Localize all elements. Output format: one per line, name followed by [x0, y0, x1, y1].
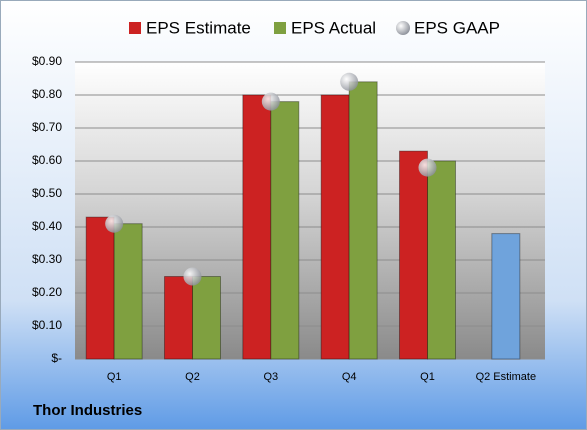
y-tick-label: $0.30 [32, 252, 62, 266]
bar [164, 276, 193, 360]
bar [270, 101, 300, 360]
bar [85, 216, 115, 360]
bar [113, 223, 143, 360]
y-tick-label: $0.90 [32, 54, 62, 68]
y-tick-label: $0.80 [32, 87, 62, 101]
bar [491, 233, 521, 360]
y-tick-label: $0.40 [32, 219, 62, 233]
bar [192, 276, 221, 360]
legend-label: EPS Estimate [146, 18, 251, 37]
x-tick-label: Q4 [342, 371, 357, 383]
legend-marker [274, 22, 286, 34]
x-tick-label: Q3 [263, 371, 278, 383]
plot-area [75, 62, 545, 359]
marker [183, 267, 202, 286]
y-tick-label: $- [51, 351, 62, 365]
marker [261, 92, 280, 111]
y-tick-label: $0.20 [32, 285, 62, 299]
x-tick-label: Q2 [185, 371, 200, 383]
y-tick-label: $0.70 [32, 120, 62, 134]
x-tick-label: Q1 [420, 371, 435, 383]
legend-marker [396, 21, 410, 35]
marker [105, 214, 124, 233]
bar [427, 160, 456, 360]
x-tick-label: Q1 [107, 371, 122, 383]
bar [348, 81, 378, 360]
legend-label: EPS Actual [291, 18, 376, 37]
y-tick-label: $0.50 [32, 186, 62, 200]
marker [418, 158, 437, 177]
x-tick-label: Q2 Estimate [476, 371, 537, 383]
y-tick-label: $0.10 [32, 318, 62, 332]
chart-title: Thor Industries [33, 402, 142, 419]
bar [320, 94, 350, 360]
legend-label: EPS GAAP [414, 18, 500, 37]
legend-marker [129, 22, 141, 34]
y-tick-label: $0.60 [32, 153, 62, 167]
marker [340, 72, 359, 91]
bar [399, 150, 428, 360]
bar [242, 94, 272, 360]
